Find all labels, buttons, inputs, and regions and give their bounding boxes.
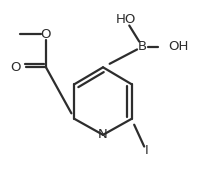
Text: HO: HO — [115, 13, 136, 26]
Text: OH: OH — [169, 40, 189, 53]
Text: N: N — [98, 128, 108, 141]
Text: O: O — [41, 28, 51, 41]
Text: I: I — [144, 144, 148, 157]
Text: O: O — [10, 61, 20, 74]
Text: B: B — [138, 40, 147, 53]
